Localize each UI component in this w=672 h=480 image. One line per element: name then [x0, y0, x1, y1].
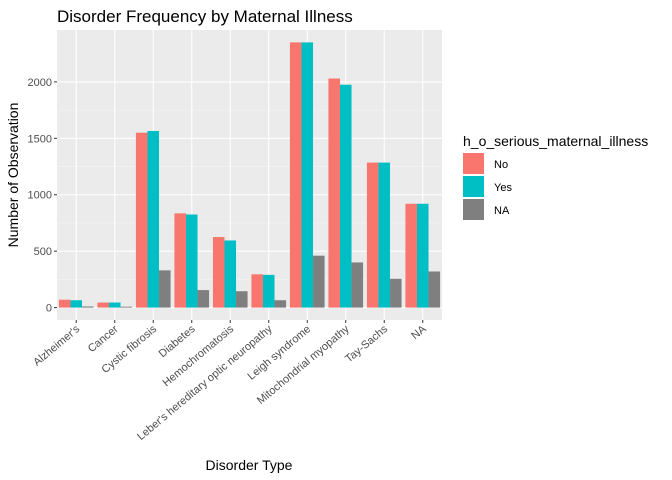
bar — [197, 290, 210, 308]
bar — [416, 203, 429, 308]
legend-title: h_o_serious_maternal_illness — [463, 133, 648, 149]
x-tick-label: Leber's hereditary optic neuropathy — [135, 323, 275, 443]
x-tick-label: NA — [409, 323, 429, 342]
bar — [70, 300, 83, 308]
legend-key — [463, 176, 484, 197]
y-tick-label: 500 — [34, 246, 52, 258]
y-axis: 0 500 1000 1500 2000 — [28, 77, 57, 315]
bar — [212, 237, 225, 308]
bar — [251, 274, 263, 308]
y-tick-label: 1000 — [28, 190, 52, 202]
y-axis-title: Number of Observation — [5, 103, 21, 248]
y-tick-label: 2000 — [28, 77, 52, 89]
x-tick-label: Cancer — [86, 323, 121, 355]
x-tick-label: Alzheimer's — [31, 323, 82, 369]
bar — [262, 274, 275, 308]
bar — [97, 302, 109, 308]
bar — [428, 271, 441, 308]
bar — [313, 255, 325, 308]
bar — [224, 240, 237, 308]
bar — [108, 302, 121, 308]
bar — [135, 132, 148, 308]
bar — [301, 42, 314, 308]
bar — [405, 203, 417, 308]
x-tick-label: Tay-Sachs — [343, 323, 390, 366]
bar — [236, 291, 248, 308]
legend-label: NA — [494, 205, 510, 217]
y-tick-label: 0 — [46, 303, 52, 315]
bar — [58, 299, 71, 308]
chart-title: Disorder Frequency by Maternal Illness — [57, 7, 353, 26]
y-tick-label: 1500 — [28, 133, 52, 145]
bar — [366, 162, 379, 308]
bar — [82, 306, 94, 308]
bar — [339, 84, 352, 308]
bar — [390, 278, 402, 308]
bar — [378, 162, 391, 308]
bar — [351, 262, 364, 308]
bar — [185, 214, 198, 308]
bar — [120, 306, 133, 308]
bar — [328, 78, 340, 308]
legend-key — [463, 153, 484, 174]
bar — [147, 130, 160, 308]
bar — [174, 213, 186, 308]
legend: h_o_serious_maternal_illness No Yes NA — [463, 133, 648, 220]
bar — [289, 42, 302, 308]
legend-label: Yes — [494, 182, 512, 194]
legend-key — [463, 199, 484, 220]
bar — [159, 270, 171, 308]
legend-label: No — [494, 159, 508, 171]
bars-layer — [58, 42, 441, 308]
x-axis-title: Disorder Type — [206, 457, 293, 473]
bar — [274, 300, 287, 308]
